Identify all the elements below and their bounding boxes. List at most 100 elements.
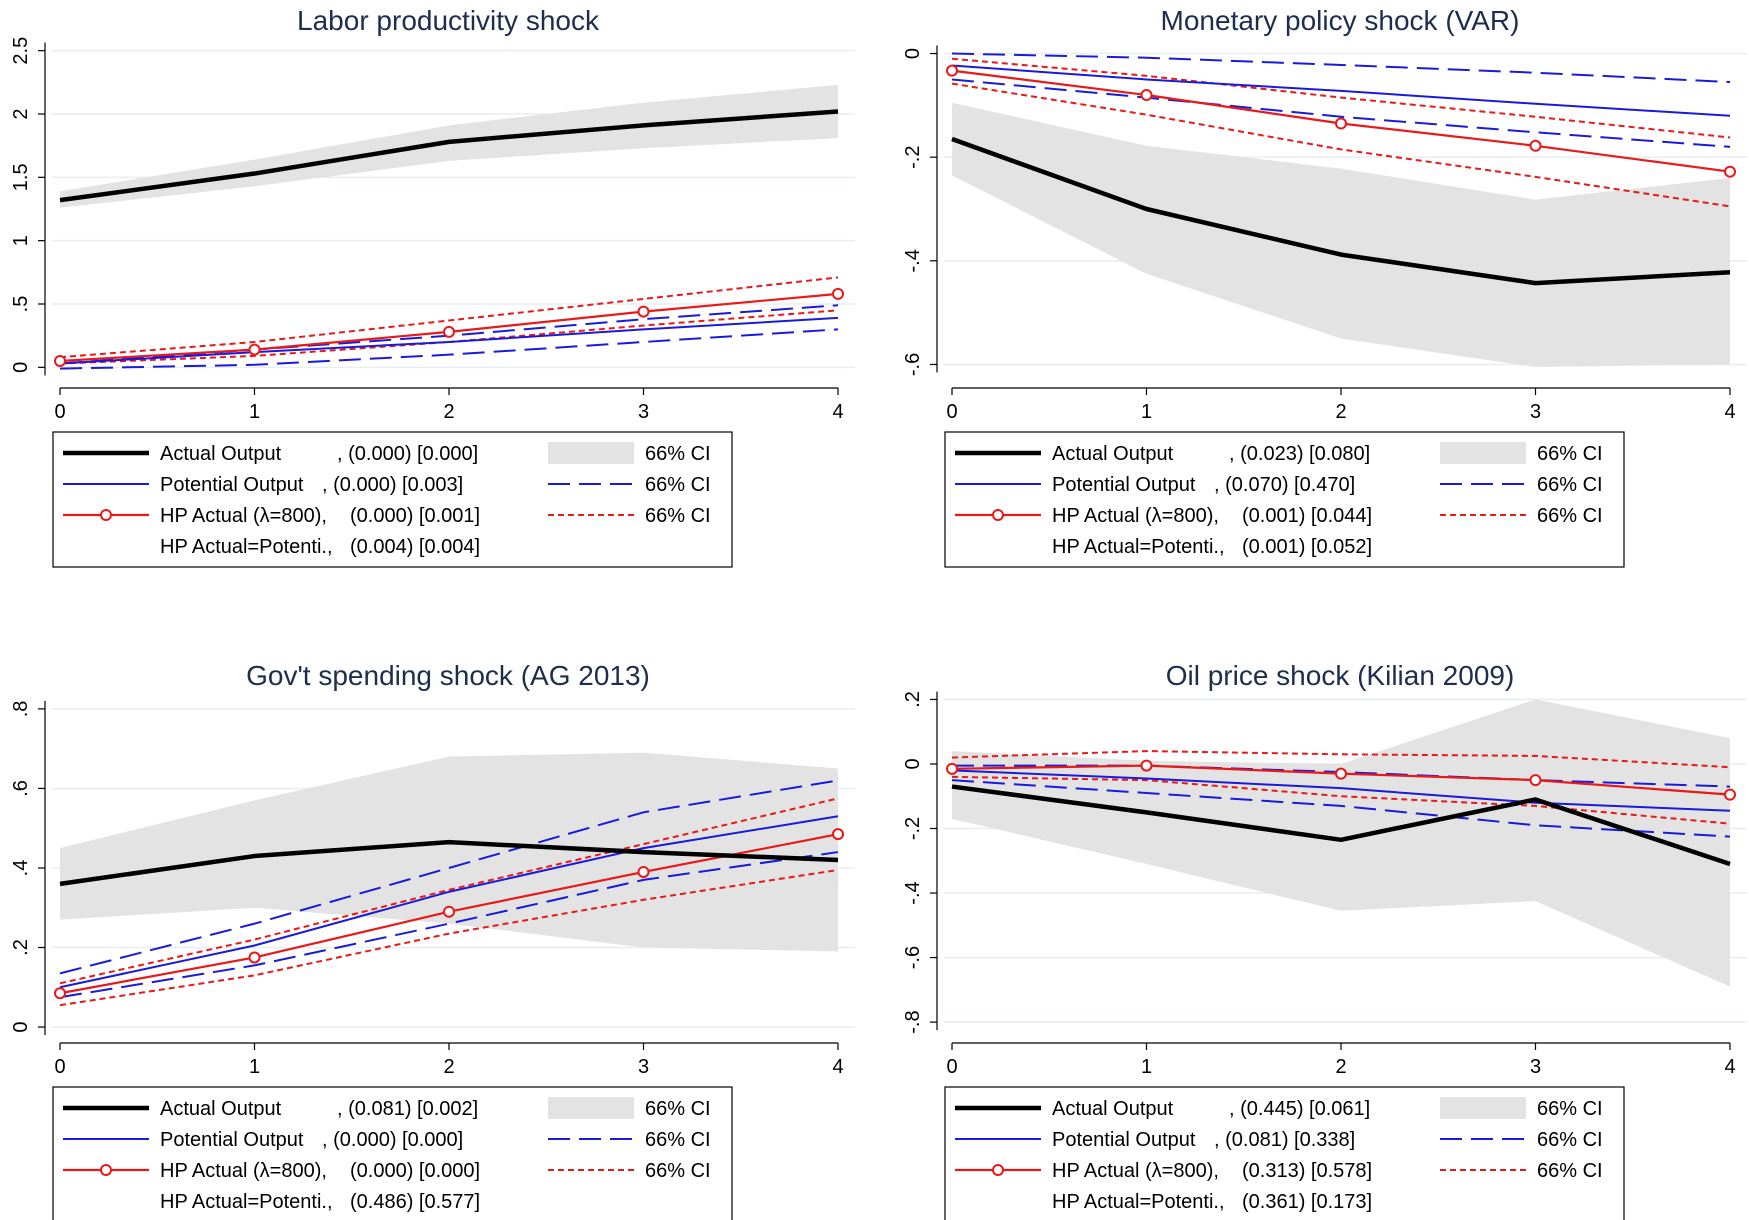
- hp-actual-point: [443, 325, 455, 338]
- hp-ci-upper-line: [59, 276, 839, 359]
- legend-hp-label: HP Actual (λ=800),: [1052, 1160, 1219, 1182]
- legend-hp-marker: [992, 509, 1004, 521]
- y-tick-label: 0: [10, 1021, 32, 1032]
- legend-ci-band-key: [548, 442, 634, 464]
- legend-ci-label: 66% CI: [645, 1160, 711, 1182]
- x-tick-label: 2: [443, 401, 454, 423]
- chart-panel-4: Oil price shock (Kilian 2009) .2 0 -.2 -.4 -.…: [902, 660, 1747, 1220]
- hp-actual-point: [832, 828, 844, 841]
- x-tick-label: 3: [1530, 1056, 1541, 1078]
- potential-output-line: [59, 316, 839, 365]
- actual-output-line: [951, 136, 1731, 286]
- legend-ci-label: 66% CI: [1537, 505, 1603, 527]
- legend: Actual Output , (0.023) [0.080] Potential …: [944, 431, 1625, 568]
- hp-actual-point: [1335, 767, 1347, 780]
- legend-hp-eq-label: HP Actual=Potenti.,: [1052, 1191, 1225, 1213]
- legend-hp-eq-label: HP Actual=Potenti.,: [1052, 536, 1225, 558]
- potential-ci-lower-line: [951, 78, 1731, 148]
- hp-actual-point: [248, 951, 261, 964]
- legend-hp-label: HP Actual (λ=800),: [160, 505, 327, 527]
- legend-hp-marker: [992, 1164, 1004, 1176]
- chart-panel-2: Monetary policy shock (VAR) 0 -.2 -.4 -.6 0 1 2…: [902, 5, 1747, 568]
- legend-actual-stats: , (0.023) [0.080]: [1229, 443, 1370, 465]
- actual-ci-band: [60, 84, 838, 208]
- potential-output-line: [59, 815, 839, 989]
- hp-actual-point: [443, 905, 455, 918]
- legend-potential-stats: , (0.000) [0.000]: [322, 1129, 463, 1151]
- legend-hp-stats: (0.001) [0.044]: [1242, 505, 1372, 527]
- chart-panel-1: Labor productivity shock 0 .5 1 1.5 2 2.5 0 1 2 3 4…: [10, 5, 855, 568]
- legend-hp-stats: (0.000) [0.001]: [350, 505, 480, 527]
- chart-title: Gov't spending shock (AG 2013): [246, 660, 650, 691]
- hp-actual-point: [1529, 139, 1542, 152]
- actual-output-line: [951, 784, 1731, 867]
- y-tick-label: -.2: [902, 146, 924, 169]
- x-tick-label: 2: [1335, 401, 1346, 423]
- legend-potential-label: Potential Output: [1052, 1129, 1196, 1151]
- legend-ci-label: 66% CI: [1537, 1160, 1603, 1182]
- legend-ci-band-key: [1440, 1097, 1526, 1119]
- y-tick-label: 1: [10, 235, 32, 246]
- chart-title: Labor productivity shock: [297, 5, 600, 36]
- hp-ci-lower-line: [59, 868, 839, 1007]
- legend-hp-marker: [100, 509, 112, 521]
- legend-actual-label: Actual Output: [1052, 443, 1174, 465]
- y-tick-label: .2: [10, 939, 32, 956]
- y-tick-label: .5: [10, 296, 32, 313]
- legend-actual-stats: , (0.081) [0.002]: [337, 1098, 478, 1120]
- y-tick-label: -.8: [902, 1010, 924, 1033]
- hp-ci-upper-line: [951, 57, 1731, 139]
- legend-ci-label: 66% CI: [645, 1098, 711, 1120]
- legend-ci-band-key: [548, 1097, 634, 1119]
- legend-potential-stats: , (0.070) [0.470]: [1214, 474, 1355, 496]
- legend-actual-stats: , (0.000) [0.000]: [337, 443, 478, 465]
- legend-actual-stats: , (0.445) [0.061]: [1229, 1098, 1370, 1120]
- hp-actual-point: [1724, 165, 1736, 178]
- potential-output-line: [951, 64, 1731, 117]
- legend-hp-marker: [100, 1164, 112, 1176]
- chart-title: Monetary policy shock (VAR): [1161, 5, 1520, 36]
- legend-hp-label: HP Actual (λ=800),: [160, 1160, 327, 1182]
- chart-panel-3: Gov't spending shock (AG 2013) 0 .2 .4 .6 .8 0…: [10, 660, 855, 1220]
- y-tick-label: 0: [902, 48, 924, 59]
- actual-output-line: [59, 839, 839, 887]
- legend-potential-label: Potential Output: [1052, 474, 1196, 496]
- legend-hp-eq-label: HP Actual=Potenti.,: [160, 536, 333, 558]
- actual-ci-band: [952, 102, 1730, 368]
- legend-hp-eq-label: HP Actual=Potenti.,: [160, 1191, 333, 1213]
- hp-actual-point: [1140, 89, 1153, 101]
- hp-actual-point: [637, 865, 650, 878]
- x-tick-label: 0: [54, 1056, 65, 1078]
- x-tick-label: 1: [1141, 401, 1152, 423]
- x-tick-label: 3: [638, 401, 649, 423]
- y-tick-label: -.6: [902, 353, 924, 376]
- x-tick-label: 0: [946, 401, 957, 423]
- legend-ci-label: 66% CI: [1537, 1129, 1603, 1151]
- hp-actual-point: [54, 987, 66, 1000]
- chart-title: Oil price shock (Kilian 2009): [1166, 660, 1515, 691]
- y-tick-label: .4: [10, 860, 32, 877]
- x-tick-label: 2: [443, 1056, 454, 1078]
- legend-actual-label: Actual Output: [160, 1098, 282, 1120]
- potential-ci-lower-line: [951, 779, 1731, 838]
- x-tick-label: 1: [249, 401, 260, 423]
- legend-ci-label: 66% CI: [645, 474, 711, 496]
- legend-potential-stats: , (0.081) [0.338]: [1214, 1129, 1355, 1151]
- hp-actual-point: [54, 355, 66, 367]
- legend: Actual Output , (0.081) [0.002] Potential …: [52, 1086, 733, 1220]
- y-tick-label: 0: [10, 362, 32, 373]
- x-tick-label: 3: [638, 1056, 649, 1078]
- hp-actual-point: [1335, 117, 1347, 130]
- x-tick-label: 3: [1530, 401, 1541, 423]
- y-tick-label: -.6: [902, 946, 924, 969]
- y-tick-label: 1.5: [10, 163, 32, 191]
- y-tick-label: .8: [10, 701, 32, 718]
- actual-ci-band: [952, 699, 1730, 987]
- hp-actual-point: [832, 287, 844, 300]
- hp-actual-point: [1529, 774, 1542, 787]
- legend-actual-label: Actual Output: [1052, 1098, 1174, 1120]
- x-tick-label: 4: [832, 401, 843, 423]
- legend-ci-label: 66% CI: [1537, 474, 1603, 496]
- legend-potential-label: Potential Output: [160, 1129, 304, 1151]
